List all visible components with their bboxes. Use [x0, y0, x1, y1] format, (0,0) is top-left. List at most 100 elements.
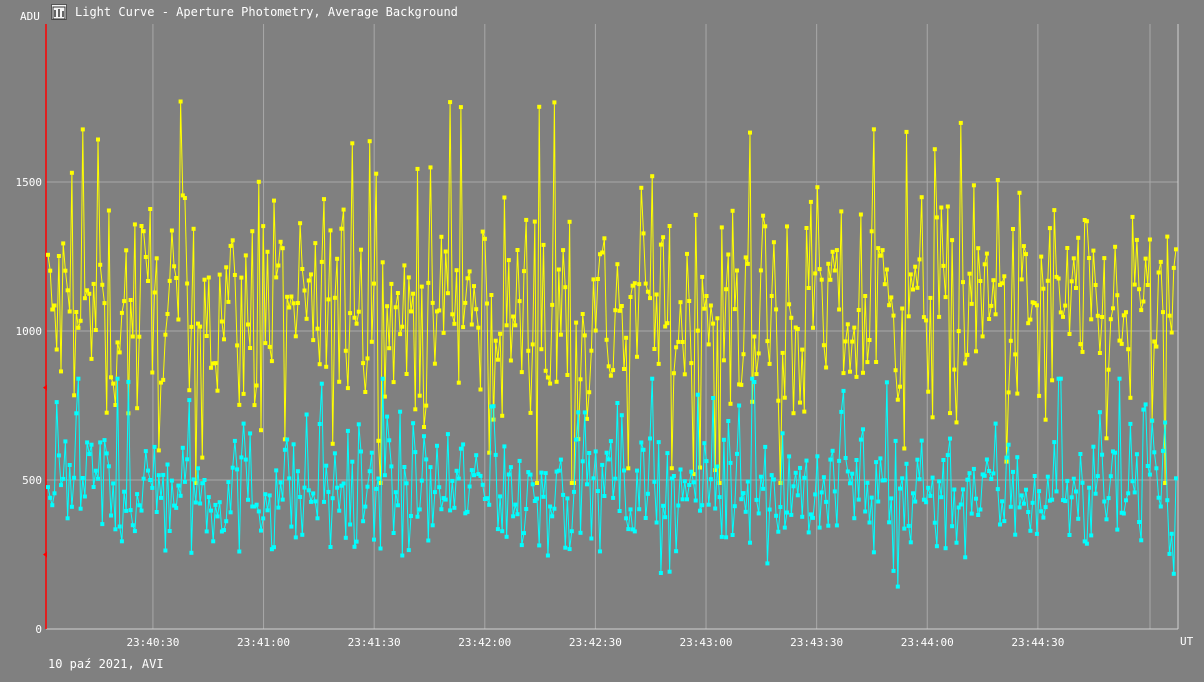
data-point [691, 472, 696, 477]
data-point [302, 288, 307, 293]
data-point [1008, 338, 1013, 343]
data-point [291, 442, 296, 447]
data-point [389, 464, 394, 469]
data-point [556, 468, 561, 473]
data-point [552, 506, 557, 511]
data-point [1056, 276, 1061, 281]
data-point [934, 544, 939, 549]
data-point [280, 497, 285, 502]
data-point [882, 478, 887, 483]
data-point [1071, 476, 1076, 481]
data-point [389, 281, 394, 286]
data-point [1069, 279, 1074, 284]
data-point [441, 496, 446, 501]
data-point [798, 465, 802, 470]
data-point [222, 528, 226, 533]
data-point [117, 524, 122, 529]
data-point [802, 475, 807, 480]
data-point [1043, 505, 1048, 510]
data-point [848, 481, 852, 486]
data-point [52, 491, 57, 496]
data-point [921, 315, 926, 320]
data-point [467, 269, 472, 274]
data-point [704, 459, 709, 464]
data-point [1139, 538, 1144, 543]
data-point [917, 477, 922, 482]
data-point [115, 340, 120, 345]
data-point [504, 323, 509, 328]
data-point [82, 494, 87, 499]
data-point [993, 421, 998, 426]
data-point [59, 483, 63, 488]
data-point [165, 462, 170, 467]
data-point [113, 527, 118, 532]
data-point [1163, 481, 1168, 485]
series-yellow [46, 99, 1178, 485]
data-point [1000, 281, 1005, 286]
data-point [585, 482, 589, 487]
data-point [146, 468, 150, 473]
data-point [1034, 531, 1039, 536]
data-point [639, 440, 644, 445]
series-line [47, 101, 1177, 484]
data-point [1091, 444, 1096, 449]
data-point [269, 359, 274, 364]
data-point [335, 256, 340, 261]
data-point [219, 529, 224, 534]
light-curve-app-icon[interactable] [51, 4, 67, 20]
data-point [489, 404, 494, 409]
data-point [1041, 286, 1046, 291]
data-point [700, 503, 705, 508]
data-point [817, 525, 822, 530]
data-point [91, 281, 96, 286]
data-point [128, 298, 133, 302]
data-point [587, 451, 592, 455]
data-point [569, 481, 574, 485]
data-point [1080, 480, 1085, 485]
data-point [267, 344, 272, 349]
data-point [1037, 393, 1042, 398]
data-point [56, 453, 61, 458]
data-point [409, 309, 413, 314]
data-point [302, 485, 307, 490]
data-point [376, 476, 381, 481]
data-point [176, 483, 181, 488]
data-point [765, 339, 770, 344]
data-point [485, 496, 489, 501]
data-point [1126, 347, 1131, 352]
data-point [1167, 313, 1172, 318]
data-point [150, 370, 155, 375]
data-point [702, 306, 707, 311]
data-point [1071, 256, 1076, 261]
data-point [1124, 498, 1128, 503]
data-point [1082, 218, 1087, 222]
data-point [774, 513, 779, 518]
data-point [300, 532, 305, 537]
data-point [193, 500, 198, 505]
data-point [939, 205, 944, 210]
data-point [643, 281, 648, 286]
data-point [508, 465, 513, 470]
data-point [824, 365, 829, 370]
data-point [341, 481, 346, 486]
data-point [104, 410, 109, 415]
data-point [732, 504, 737, 509]
data-point [689, 361, 694, 366]
data-point [428, 165, 433, 170]
data-point [454, 268, 459, 273]
data-point [758, 474, 763, 479]
data-point [469, 322, 474, 327]
data-point [1024, 487, 1028, 492]
data-point [948, 411, 952, 416]
data-point [778, 505, 783, 509]
data-point [639, 185, 644, 190]
data-point [908, 540, 913, 545]
data-point [1171, 265, 1176, 270]
data-point [445, 291, 450, 296]
data-point [843, 339, 848, 344]
data-point [104, 451, 109, 456]
data-point [767, 361, 772, 366]
data-point [413, 450, 418, 455]
data-point [1137, 520, 1142, 524]
